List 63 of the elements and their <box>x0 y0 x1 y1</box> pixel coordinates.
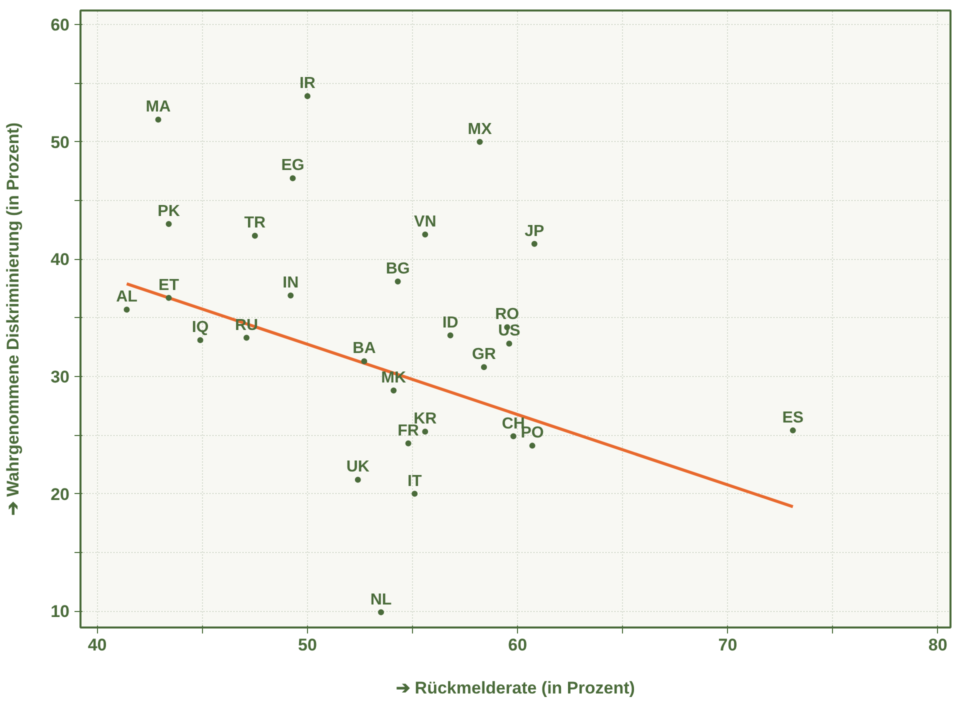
point <box>412 490 418 497</box>
point <box>166 294 172 301</box>
point <box>447 332 454 338</box>
data-label: EG <box>281 157 304 174</box>
x-tick-label: 70 <box>718 636 738 654</box>
data-label: TR <box>244 214 266 232</box>
x-axis-title: ➔ Rückmelderate (in Prozent) <box>396 678 635 698</box>
point <box>124 306 130 313</box>
point <box>510 433 516 440</box>
point <box>390 388 397 394</box>
y-tick-label: 40 <box>50 250 70 270</box>
point <box>529 442 536 449</box>
data-label: MA <box>146 98 172 116</box>
data-label: ID <box>442 314 458 332</box>
point <box>288 292 294 299</box>
point <box>166 220 172 227</box>
data-label: JP <box>524 222 545 240</box>
data-label: IQ <box>192 319 209 336</box>
data-label: MK <box>381 370 407 387</box>
x-tick-label: 40 <box>88 636 107 654</box>
data-label: IT <box>408 472 422 490</box>
data-label: NL <box>370 591 392 608</box>
point <box>506 340 512 347</box>
data-label: GR <box>472 346 496 364</box>
data-label: VN <box>414 214 436 231</box>
data-label: MX <box>468 120 492 138</box>
point <box>252 232 258 239</box>
y-tick-label: 60 <box>50 16 70 35</box>
point <box>394 278 401 284</box>
data-label: IR <box>299 75 316 92</box>
point <box>480 364 487 370</box>
y-tick-label: 50 <box>50 132 70 152</box>
point <box>790 427 796 434</box>
data-label: ES <box>782 409 804 426</box>
point <box>531 240 538 247</box>
data-label: BA <box>352 340 376 358</box>
point <box>378 609 384 616</box>
x-tick-label: 50 <box>298 636 317 654</box>
data-label: PK <box>158 202 180 220</box>
point <box>422 232 428 238</box>
data-label: BG <box>386 260 410 278</box>
data-label: AL <box>116 288 138 306</box>
data-label: ET <box>158 276 180 294</box>
y-tick-label: 20 <box>50 484 70 504</box>
y-tick-label: 30 <box>50 367 70 386</box>
point <box>422 428 428 435</box>
point <box>476 138 483 145</box>
data-label: IN <box>282 274 299 292</box>
point <box>244 334 250 341</box>
data-label: RO <box>495 306 520 324</box>
y-axis-title: ➔ Wahrgenommene Diskriminierung (in Prozent) <box>4 122 23 516</box>
point <box>405 440 412 446</box>
point <box>290 175 296 182</box>
point <box>155 116 162 123</box>
data-label: FR <box>398 422 420 440</box>
data-label: UK <box>346 458 370 476</box>
point <box>354 476 361 483</box>
point <box>197 337 204 344</box>
y-tick-label: 10 <box>50 602 70 622</box>
x-tick-label: 60 <box>508 636 528 654</box>
x-tick-label: 80 <box>928 636 948 654</box>
point <box>361 358 368 364</box>
point <box>304 93 310 100</box>
